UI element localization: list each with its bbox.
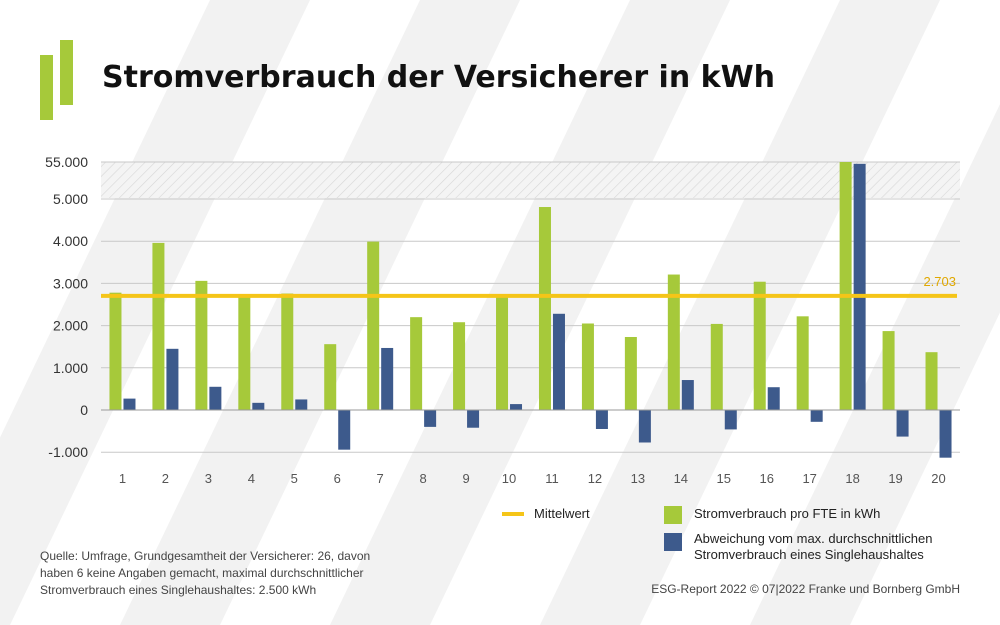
- chart-title: Stromverbrauch der Versicherer in kWh: [102, 60, 776, 95]
- bar-green: [839, 162, 852, 410]
- legend-green: Stromverbrauch pro FTE in kWh: [664, 506, 880, 524]
- logo-bar-right: [60, 40, 73, 105]
- y-tick-label: 5.000: [53, 191, 88, 207]
- x-tick-label: 17: [802, 471, 816, 486]
- y-tick-label: 3.000: [53, 275, 88, 291]
- bar-blue: [510, 404, 523, 410]
- bar-green: [195, 280, 208, 410]
- y-tick-label: 1.000: [53, 360, 88, 376]
- bar-blue: [595, 410, 608, 429]
- bar-blue: [681, 380, 694, 410]
- bar-green: [152, 242, 165, 410]
- y-tick-label: 4.000: [53, 233, 88, 249]
- bar-blue: [939, 410, 952, 458]
- bar-blue: [896, 410, 909, 437]
- bar-green: [109, 292, 122, 410]
- x-tick-label: 4: [248, 471, 255, 486]
- bar-green: [925, 352, 938, 410]
- x-tick-label: 18: [845, 471, 859, 486]
- bar-blue: [810, 410, 823, 422]
- legend-blue: Abweichung vom max. durchschnittlichen S…: [664, 531, 932, 563]
- brand-logo: [40, 40, 73, 120]
- bar-green: [753, 281, 766, 410]
- mean-value-label: 2.703: [923, 274, 956, 289]
- x-tick-label: 15: [717, 471, 731, 486]
- bar-blue: [724, 410, 737, 430]
- bar-blue: [295, 399, 308, 410]
- y-tick-label: -1.000: [48, 444, 88, 460]
- bar-green: [882, 331, 895, 410]
- x-tick-label: 11: [545, 471, 559, 486]
- x-tick-label: 6: [334, 471, 341, 486]
- x-tick-label: 9: [462, 471, 469, 486]
- x-tick-label: 10: [502, 471, 516, 486]
- bar-green: [496, 296, 509, 410]
- x-tick-label: 20: [931, 471, 945, 486]
- x-tick-label: 12: [588, 471, 602, 486]
- legend-mean-label: Mittelwert: [534, 506, 590, 521]
- x-tick-label: 7: [377, 471, 384, 486]
- x-tick-label: 2: [162, 471, 169, 486]
- legend-blue-swatch: [664, 533, 682, 551]
- bar-blue: [381, 347, 394, 410]
- y-tick-label: 0: [80, 402, 88, 418]
- bar-green: [796, 316, 809, 410]
- legend-blue-label: Abweichung vom max. durchschnittlichen S…: [694, 531, 933, 562]
- bar-blue: [853, 163, 866, 410]
- x-tick-label: 13: [631, 471, 645, 486]
- x-tick-label: 3: [205, 471, 212, 486]
- bar-green: [624, 336, 637, 410]
- logo-bar-left: [40, 55, 53, 120]
- bar-green: [238, 296, 251, 410]
- x-tick-label: 5: [291, 471, 298, 486]
- legend-mean-swatch: [502, 512, 524, 516]
- bar-blue: [252, 402, 265, 410]
- bar-blue: [338, 410, 351, 450]
- bar-green: [453, 322, 466, 410]
- copyright-note: ESG-Report 2022 © 07|2022 Franke und Bor…: [651, 582, 960, 596]
- bar-blue: [552, 313, 565, 410]
- bar-blue: [424, 410, 437, 427]
- x-tick-label: 14: [674, 471, 688, 486]
- y-tick-label: 55.000: [45, 154, 88, 170]
- x-tick-label: 8: [420, 471, 427, 486]
- bar-blue: [123, 398, 136, 410]
- bar-green: [581, 323, 594, 410]
- bar-blue: [638, 410, 651, 443]
- bar-blue: [209, 386, 222, 410]
- bar-green: [281, 293, 294, 410]
- bar-green: [667, 274, 680, 410]
- axis-break-hatch: [101, 162, 960, 198]
- legend-green-swatch: [664, 506, 682, 524]
- legend-green-label: Stromverbrauch pro FTE in kWh: [694, 506, 881, 521]
- x-tick-label: 19: [888, 471, 902, 486]
- bar-blue: [467, 410, 480, 428]
- bar-green: [367, 241, 380, 410]
- bar-green: [710, 323, 723, 410]
- y-tick-label: 2.000: [53, 318, 88, 334]
- legend-mean: Mittelwert: [502, 506, 590, 522]
- source-note: Quelle: Umfrage, Grundgesamtheit der Ver…: [40, 549, 371, 597]
- bar-green: [410, 317, 423, 410]
- bar-blue: [767, 387, 780, 410]
- bar-blue: [166, 348, 179, 410]
- x-tick-label: 16: [759, 471, 773, 486]
- bar-green: [324, 344, 337, 410]
- x-tick-label: 1: [119, 471, 126, 486]
- bar-green: [538, 207, 551, 410]
